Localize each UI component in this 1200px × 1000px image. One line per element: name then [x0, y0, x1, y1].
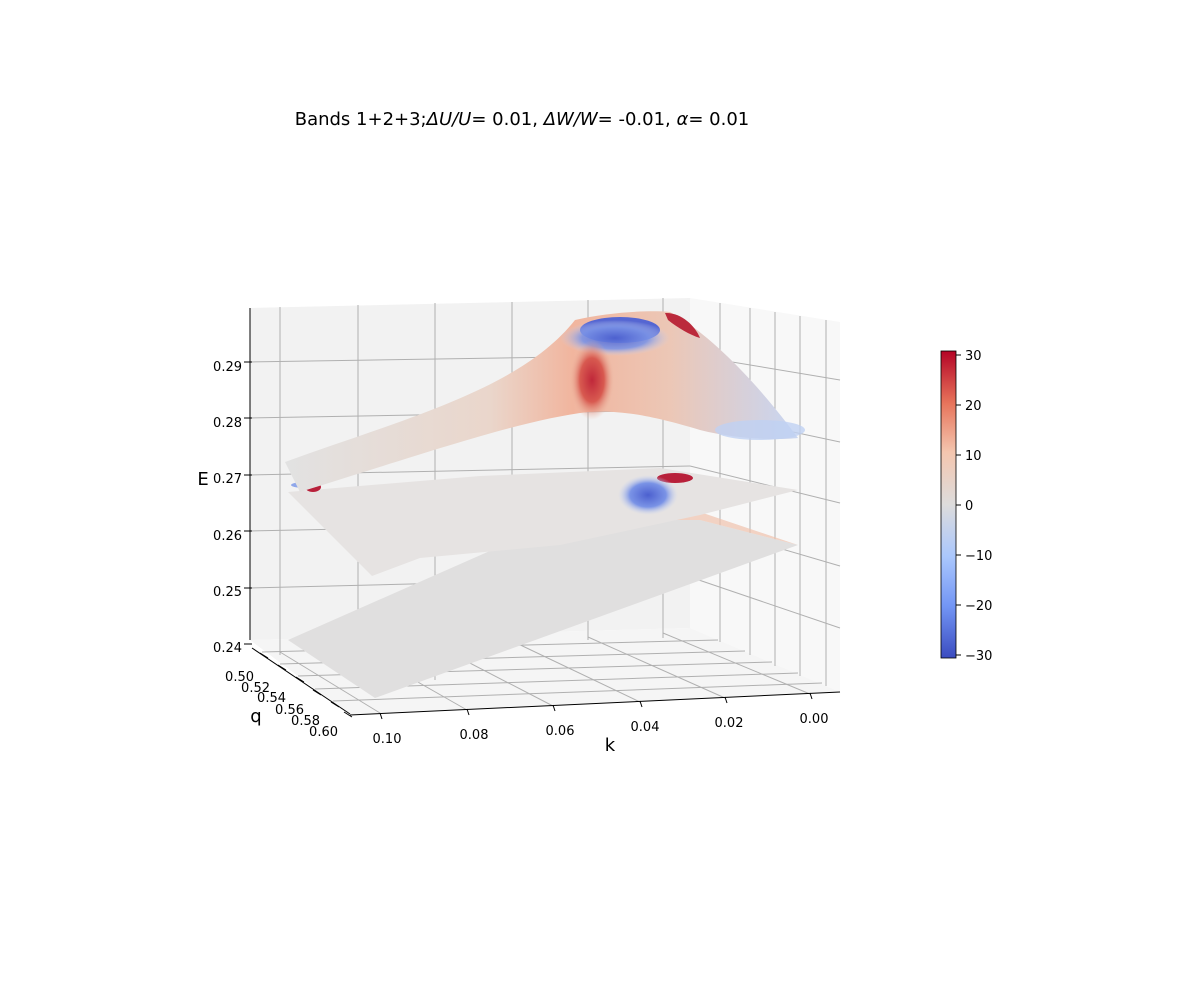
colorbar-gradient — [940, 350, 957, 659]
e-axis-label: E — [197, 469, 208, 490]
k-axis: 0.10 0.08 0.06 0.04 0.02 0.00 k — [349, 691, 841, 756]
surface-band-1 — [285, 311, 805, 492]
q-axis-label: q — [250, 706, 261, 727]
colorbar-tick-label: 10 — [965, 449, 982, 464]
k-tick-label: 0.00 — [800, 712, 829, 727]
k-tick-label: 0.10 — [373, 732, 402, 747]
q-tick-label: 0.54 — [257, 691, 286, 706]
e-axis: 0.29 0.28 0.27 0.26 0.25 0.24 E — [197, 308, 252, 656]
colorbar-tick-label: 0 — [965, 499, 973, 514]
q-axis: 0.50 0.52 0.54 0.56 0.58 0.60 q — [225, 647, 353, 740]
colorbar-tick-label: −10 — [965, 549, 992, 564]
k-tick-label: 0.06 — [546, 724, 575, 739]
q-tick-label: 0.58 — [291, 714, 320, 729]
q-tick-label: 0.52 — [241, 681, 270, 696]
k-tick-label: 0.08 — [460, 728, 489, 743]
chart-title: Bands 1+2+3;ΔU/U= 0.01, ΔW/W= -0.01, α= … — [295, 109, 750, 130]
e-tick-label: 0.25 — [213, 585, 242, 600]
k-tick-label: 0.04 — [631, 720, 660, 735]
e-tick-label: 0.24 — [213, 641, 242, 656]
colorbar-tick-label: −20 — [965, 599, 992, 614]
colorbar-tick-label: 20 — [965, 399, 982, 414]
colorbar-tick-label: 30 — [965, 349, 982, 364]
colorbar: 30 20 10 0 −10 −20 −30 — [940, 349, 992, 664]
k-tick-label: 0.02 — [715, 716, 744, 731]
e-tick-label: 0.27 — [213, 472, 242, 487]
e-tick-label: 0.28 — [213, 416, 242, 431]
q-tick-label: 0.50 — [225, 670, 254, 685]
e-tick-label: 0.29 — [213, 360, 242, 375]
e-tick-label: 0.26 — [213, 529, 242, 544]
k-axis-label: k — [605, 735, 616, 756]
q-tick-label: 0.60 — [309, 725, 338, 740]
colorbar-tick-label: −30 — [965, 649, 992, 664]
q-tick-label: 0.56 — [275, 703, 304, 718]
